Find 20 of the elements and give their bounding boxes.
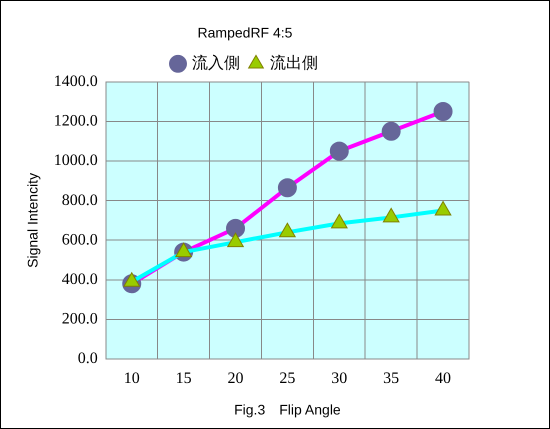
y-tick-label: 200.0 [62,310,98,328]
x-tick-label: 40 [435,370,452,387]
legend-label: 流入側 [192,54,240,72]
y-tick-label: 0.0 [78,350,98,368]
y-tick-label: 1000.0 [54,152,98,170]
y-tick-label: 600.0 [62,231,98,248]
x-axis-title: Fig.3 Flip Angle [234,401,341,418]
y-tick-label: 400.0 [62,271,98,288]
y-tick-label: 1200.0 [54,112,98,130]
x-tick-label: 30 [331,370,348,387]
x-tick-label: 15 [176,370,192,387]
y-tick-label: 1400.0 [54,73,98,90]
x-tick-label: 10 [124,370,140,387]
y-axis-title: Signal Intencity [24,172,40,268]
chart-title: RampedRF 4:5 [198,24,293,40]
x-tick-label: 35 [383,370,400,387]
y-tick-label: 800.0 [62,192,98,209]
legend-label: 流出側 [270,54,318,72]
x-tick-label: 25 [279,370,296,387]
x-tick-label: 20 [228,370,244,387]
